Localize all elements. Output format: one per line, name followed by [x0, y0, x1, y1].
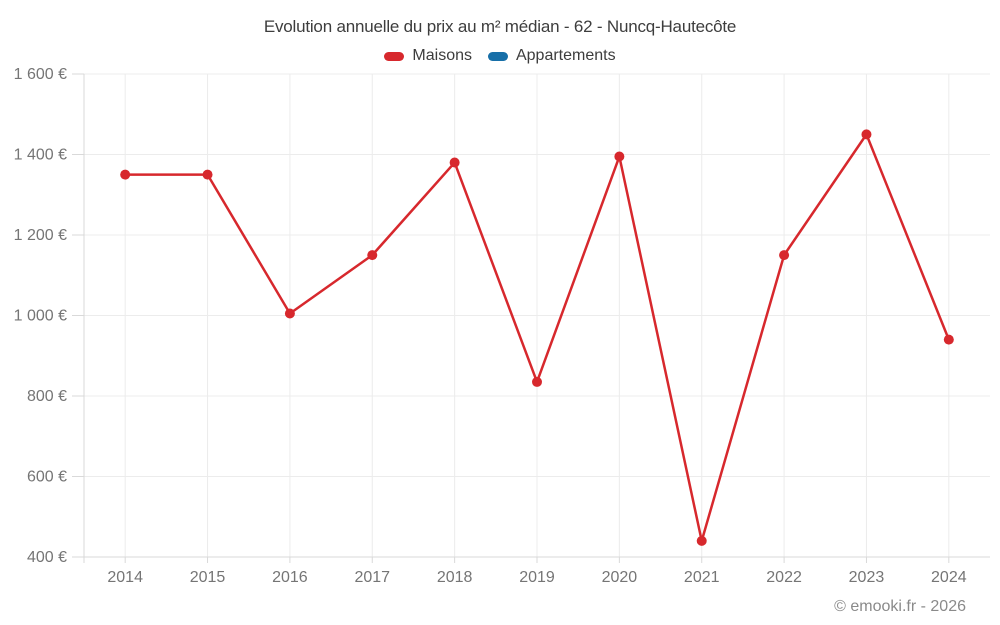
- x-axis-label: 2024: [931, 569, 967, 586]
- legend-label-maisons: Maisons: [412, 47, 472, 64]
- x-axis-label: 2014: [107, 569, 143, 586]
- y-axis-label: 800 €: [27, 388, 67, 405]
- y-axis-label: 400 €: [27, 549, 67, 566]
- data-point-maisons[interactable]: [120, 169, 131, 180]
- data-point-maisons[interactable]: [532, 376, 542, 387]
- y-axis-label: 1 400 €: [14, 147, 67, 164]
- data-point-maisons[interactable]: [449, 157, 460, 168]
- page-title: Evolution annuelle du prix au m² médian …: [263, 17, 737, 36]
- x-axis-label: 2017: [354, 569, 390, 586]
- data-point-maisons[interactable]: [284, 308, 295, 319]
- data-point-maisons[interactable]: [861, 129, 872, 140]
- x-axis-label: 2015: [190, 569, 226, 586]
- y-axis-label: 1 600 €: [14, 66, 67, 83]
- data-point-maisons[interactable]: [367, 250, 378, 261]
- y-axis-label: 1 200 €: [14, 227, 67, 244]
- legend-label-appartements: Appartements: [515, 47, 616, 64]
- x-axis-label: 2020: [602, 569, 638, 586]
- y-axis-label: 600 €: [27, 469, 67, 486]
- data-point-maisons[interactable]: [202, 169, 213, 180]
- data-point-maisons[interactable]: [943, 334, 954, 345]
- x-axis-label: 2019: [519, 569, 555, 586]
- x-axis-label: 2023: [849, 569, 885, 586]
- x-axis-label: 2022: [766, 569, 802, 586]
- appartements-series-swatch-icon: [487, 51, 508, 61]
- x-axis-label: 2018: [437, 569, 473, 586]
- maisons-series-swatch-icon: [384, 51, 405, 61]
- copyright-credit: © emooki.fr - 2026: [834, 598, 966, 615]
- legend-item-appartements[interactable]: Appartements: [487, 47, 616, 65]
- chart-legend: Maisons Appartements: [0, 47, 1000, 65]
- legend-item-maisons[interactable]: Maisons: [384, 47, 472, 65]
- x-axis-label: 2021: [684, 569, 720, 586]
- data-point-maisons[interactable]: [779, 250, 790, 261]
- data-point-maisons[interactable]: [696, 535, 707, 546]
- y-axis-label: 1 000 €: [14, 308, 67, 325]
- data-point-maisons[interactable]: [614, 151, 625, 162]
- x-axis-label: 2016: [272, 569, 308, 586]
